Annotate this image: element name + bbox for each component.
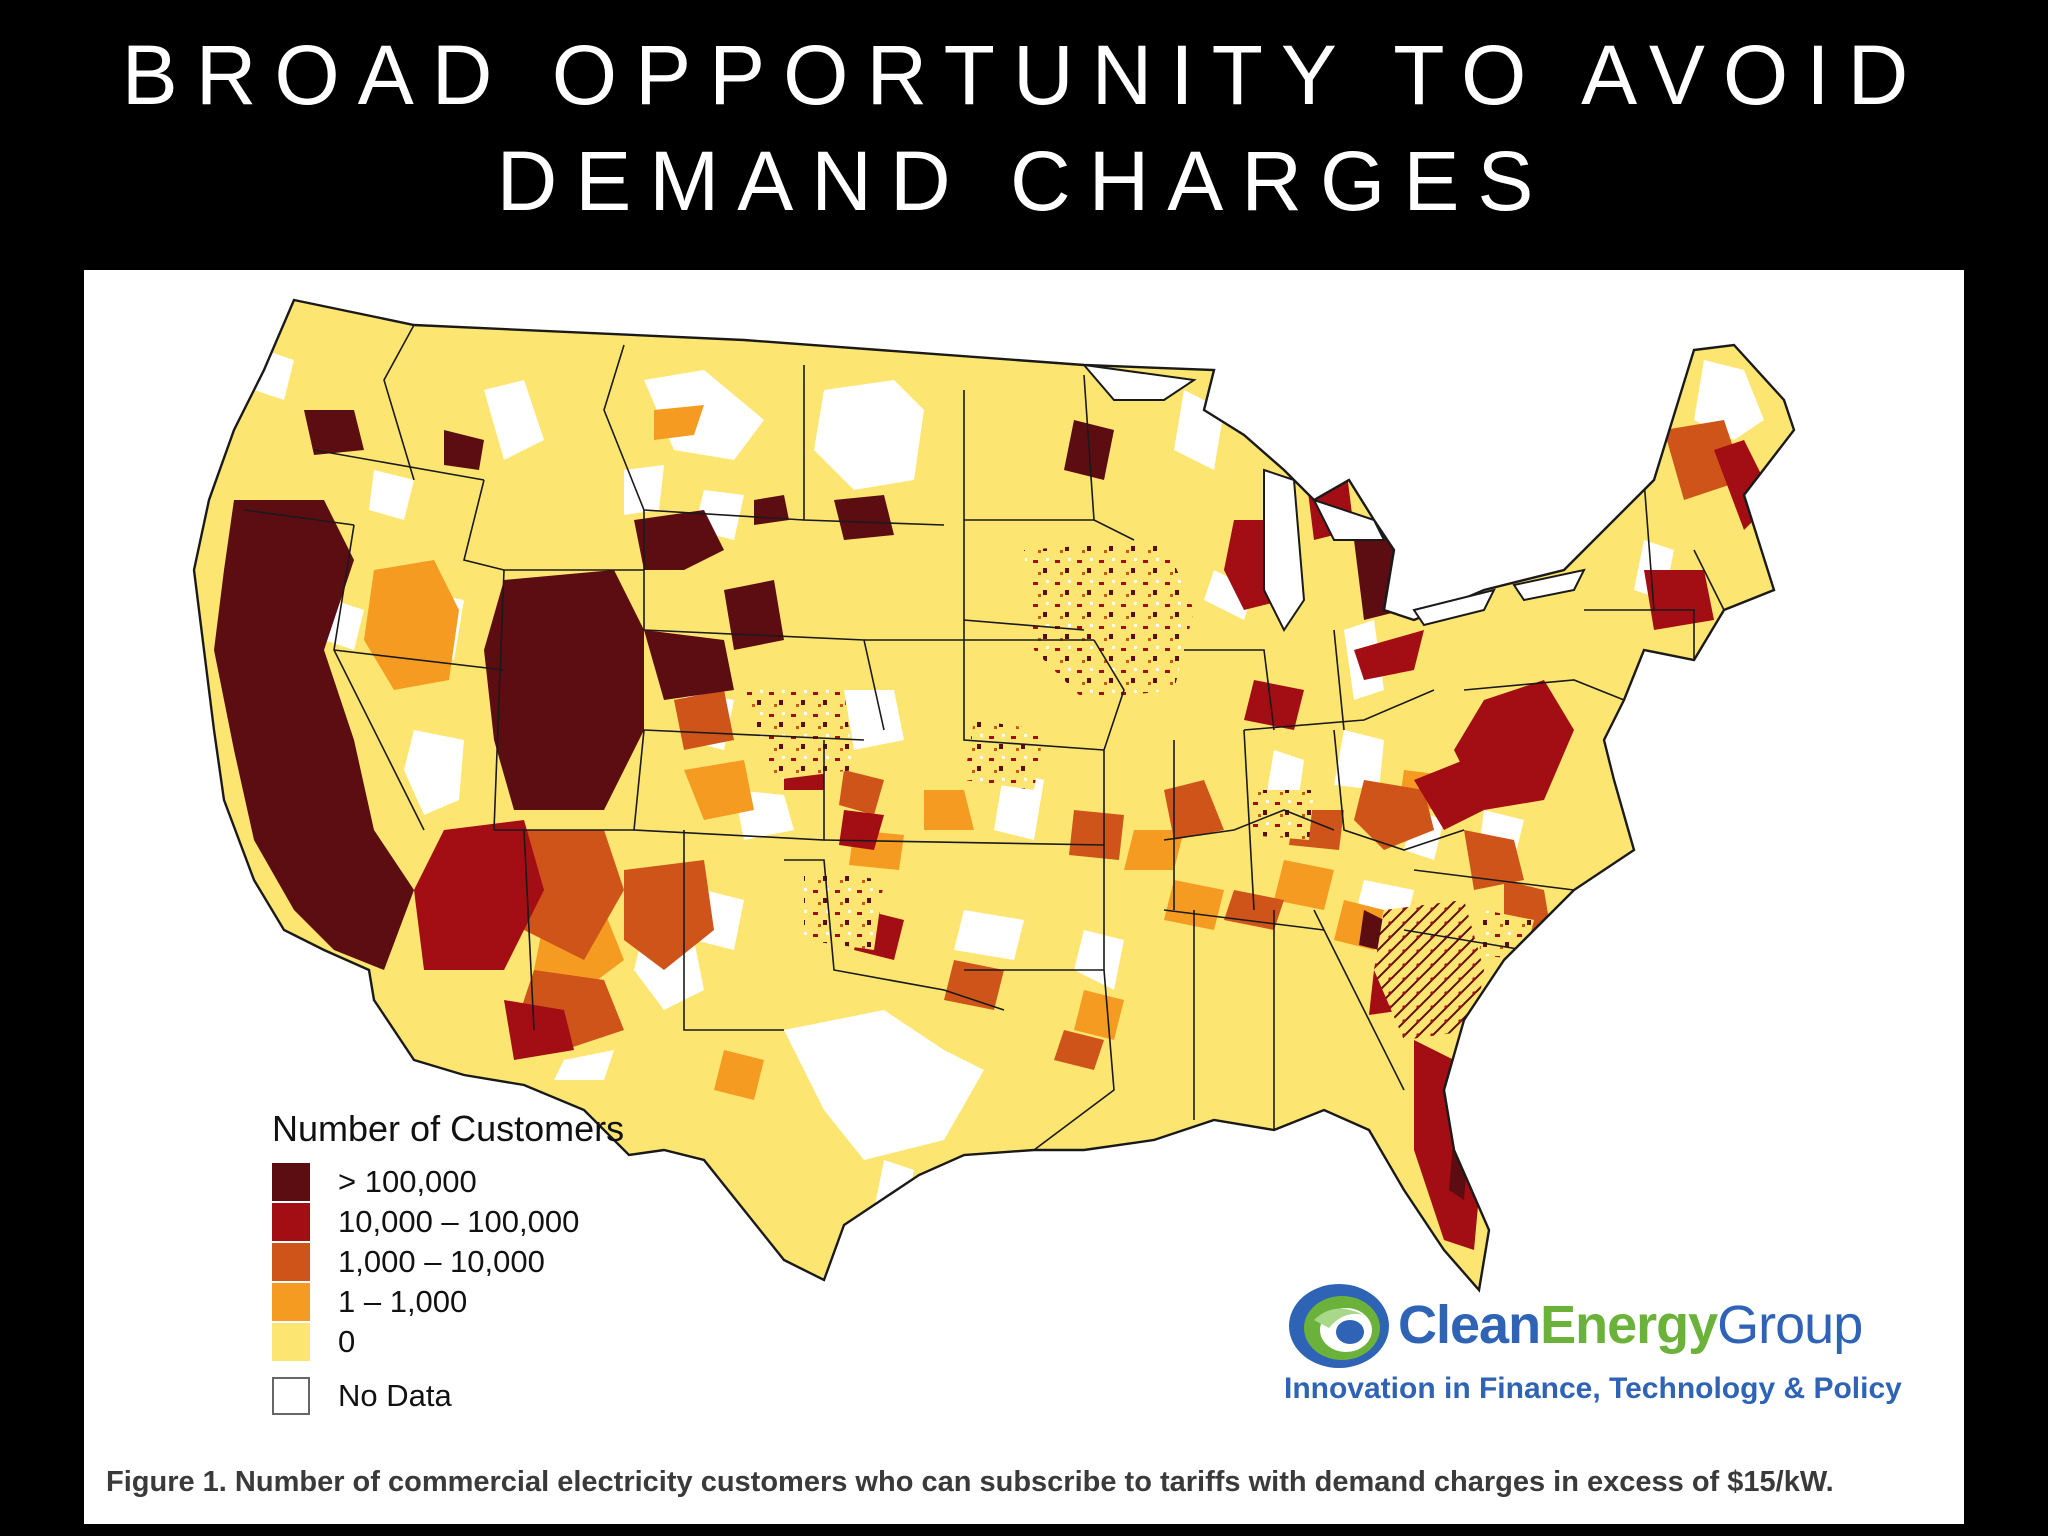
legend-item-gt-100000: > 100,000 bbox=[272, 1162, 732, 1202]
swirl-logo-icon bbox=[1289, 1284, 1389, 1368]
logo-word-energy: Energy bbox=[1540, 1295, 1718, 1355]
great-lakes bbox=[1081, 363, 1586, 632]
legend-label-1-1000: 1 – 1,000 bbox=[338, 1284, 468, 1319]
legend-item-no-data: No Data bbox=[272, 1376, 732, 1416]
legend-swatch-10000-100000 bbox=[272, 1203, 310, 1241]
legend-label-gt-100000: > 100,000 bbox=[338, 1164, 477, 1199]
legend-item-1000-10000: 1,000 – 10,000 bbox=[272, 1242, 732, 1282]
dense-utility-patchwork bbox=[744, 540, 1534, 1040]
legend-item-1-1000: 1 – 1,000 bbox=[272, 1282, 732, 1322]
figure-caption: Figure 1. Number of commercial electrici… bbox=[106, 1466, 1834, 1498]
slide-title-line-1: BROAD OPPORTUNITY TO AVOID bbox=[121, 28, 1927, 122]
logo-word-clean: Clean bbox=[1398, 1295, 1541, 1355]
slide-title-line-2: DEMAND CHARGES bbox=[496, 134, 1552, 228]
legend-swatch-gt-100000 bbox=[272, 1163, 310, 1201]
map-legend: Number of Customers > 100,000 10,000 – 1… bbox=[272, 1108, 732, 1416]
logo-word-group: Group bbox=[1717, 1295, 1863, 1355]
legend-swatch-no-data bbox=[272, 1377, 310, 1415]
clean-energy-group-logo: CleanEnergyGroup Innovation in Finance, … bbox=[1284, 1280, 1944, 1410]
state-borders bbox=[243, 324, 1725, 1151]
legend-label-zero: 0 bbox=[338, 1324, 356, 1359]
logo-wordmark: CleanEnergyGroup bbox=[1398, 1294, 1863, 1356]
us-choropleth-map bbox=[192, 298, 1796, 1292]
figure-panel: Number of Customers > 100,000 10,000 – 1… bbox=[84, 270, 1964, 1524]
legend-label-no-data: No Data bbox=[338, 1378, 452, 1413]
legend-label-1000-10000: 1,000 – 10,000 bbox=[338, 1244, 545, 1279]
logo-tagline: Innovation in Finance, Technology & Poli… bbox=[1284, 1372, 1902, 1405]
legend-item-10000-100000: 10,000 – 100,000 bbox=[272, 1202, 732, 1242]
legend-title: Number of Customers bbox=[272, 1108, 625, 1149]
legend-swatch-zero bbox=[272, 1323, 310, 1361]
legend-swatch-1000-10000 bbox=[272, 1243, 310, 1281]
legend-swatch-1-1000 bbox=[272, 1283, 310, 1321]
legend-label-10000-100000: 10,000 – 100,000 bbox=[338, 1204, 580, 1239]
legend-item-zero: 0 bbox=[272, 1322, 732, 1362]
map-regions bbox=[214, 324, 1784, 1250]
tier-1-1000-regions bbox=[364, 405, 1444, 1100]
slide-title: BROAD OPPORTUNITY TO AVOID DEMAND CHARGE… bbox=[0, 22, 2048, 234]
